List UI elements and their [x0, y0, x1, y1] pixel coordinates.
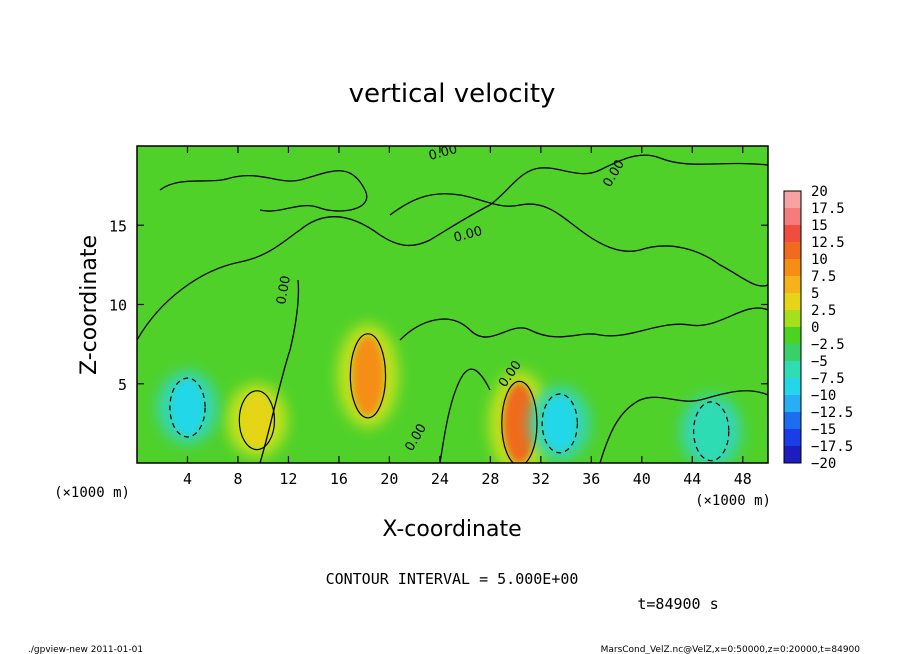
x-tick-label: 48 [734, 470, 752, 488]
colorbar-label: −2.5 [811, 337, 845, 353]
colorbar-label: −12.5 [811, 405, 853, 421]
y-axis: 5 10 15 [109, 217, 768, 394]
zero-contour-upper [137, 154, 768, 341]
colorbar-swatch [784, 361, 801, 379]
footer-right: MarsCond_VelZ.nc@VelZ,x=0:50000,z=0:2000… [601, 645, 861, 654]
x-tick-label: 4 [183, 470, 192, 488]
downdraft-core [695, 403, 728, 460]
downdraft-core [171, 379, 204, 436]
colorbar-swatch [784, 259, 801, 277]
x-tick-label: 40 [633, 470, 651, 488]
colorbar-label: 20 [811, 184, 828, 200]
updraft-core [351, 335, 384, 416]
downdraft-contour [169, 377, 206, 438]
time-text: t=84900 s [637, 595, 718, 613]
colorbar-swatch [784, 429, 801, 447]
contour-interval-text: CONTOUR INTERVAL = 5.000E+00 [326, 570, 579, 588]
colorbar-swatch [784, 395, 801, 413]
colorbar-label: 5 [811, 286, 819, 302]
zero-contour-far-right [599, 390, 768, 463]
colorbar-swatch [784, 293, 801, 311]
zero-contour-cloud [159, 170, 368, 212]
colorbar-label: 15 [811, 218, 828, 234]
colorbar-label: 0 [811, 320, 819, 336]
y-axis-label: Z-coordinate [77, 235, 102, 375]
x-tick-label: 8 [233, 470, 242, 488]
downdraft-contour [693, 401, 730, 462]
contour-label-2: 0.00 [452, 224, 484, 246]
colorbar-label: −5 [811, 354, 828, 370]
zero-contour-lower [439, 368, 491, 463]
colorbar-label: 10 [811, 252, 828, 268]
x-axis-label: X-coordinate [382, 517, 521, 542]
x-unit-label: (×1000 m) [695, 493, 771, 509]
velocity-features [157, 323, 742, 463]
footer-left: ./gpview-new 2011-01-01 [28, 645, 143, 654]
colorbar-swatch [784, 446, 801, 464]
colorbar-label: 7.5 [811, 269, 836, 285]
colorbar-swatch [784, 242, 801, 260]
x-tick-label: 36 [582, 470, 600, 488]
colorbar-swatch [784, 327, 801, 345]
zero-contour-right [399, 307, 768, 341]
colorbar-frame [783, 190, 802, 464]
colorbar-swatch [784, 191, 801, 209]
x-tick-label: 16 [330, 470, 348, 488]
updraft-core [240, 392, 273, 449]
updraft-contour [238, 390, 276, 451]
contour-label-3: 0.00 [274, 275, 294, 306]
updraft-contour [501, 380, 538, 463]
contour-lines [137, 154, 768, 463]
downdraft-contour [541, 393, 578, 454]
colorbar-swatch [784, 412, 801, 430]
updraft-core [503, 383, 536, 463]
y-tick-label: 15 [109, 217, 127, 235]
x-axis: 4 8 12 16 20 24 28 32 36 40 44 48 [183, 146, 752, 488]
x-tick-label: 12 [279, 470, 297, 488]
colorbar-label: −20 [811, 456, 836, 472]
colorbar-label: −15 [811, 422, 836, 438]
zero-contour-top-right [389, 193, 768, 287]
x-tick-label: 20 [380, 470, 398, 488]
colorbar-label: −7.5 [811, 371, 845, 387]
colorbar-label: −10 [811, 388, 836, 404]
y-unit-label: (×1000 m) [54, 485, 130, 501]
colorbar-swatch [784, 310, 801, 328]
x-tick-label: 44 [683, 470, 701, 488]
plot-area: 0.00 0.00 0.00 0.00 0.00 0.00 [137, 146, 768, 463]
colorbar: 2017.51512.5107.552.50−2.5−5−7.5−10−12.5… [783, 184, 853, 472]
downdraft-core [543, 395, 576, 452]
chart-title: vertical velocity [349, 79, 556, 109]
colorbar-swatch [784, 225, 801, 243]
updraft-contour [349, 333, 387, 419]
colorbar-label: 12.5 [811, 235, 845, 251]
colorbar-swatch [784, 378, 801, 396]
colorbar-swatch [784, 276, 801, 294]
colorbar-label: 2.5 [811, 303, 836, 319]
feature-contours [169, 333, 730, 463]
colorbar-label: 17.5 [811, 201, 845, 217]
colorbar-swatch [784, 344, 801, 362]
zero-contour-mid [259, 279, 300, 463]
y-tick-label: 10 [109, 297, 127, 315]
x-tick-label: 24 [431, 470, 449, 488]
colorbar-label: −17.5 [811, 439, 853, 455]
y-tick-label: 5 [118, 376, 127, 394]
x-tick-label: 28 [481, 470, 499, 488]
colorbar-swatch [784, 208, 801, 226]
x-tick-label: 32 [532, 470, 550, 488]
